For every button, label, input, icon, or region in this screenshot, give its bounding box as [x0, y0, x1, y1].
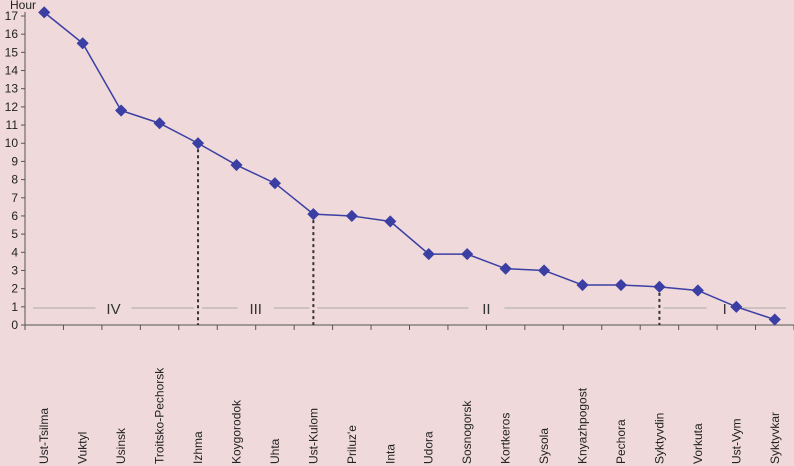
- data-point: [115, 104, 128, 117]
- data-point: [730, 300, 743, 313]
- y-tick-label: 14: [5, 64, 19, 78]
- data-point: [576, 278, 589, 292]
- y-tick-label: 11: [6, 118, 19, 132]
- category-label: Vorkuta: [691, 423, 705, 464]
- data-point: [499, 262, 512, 275]
- category-labels: Ust-Tsilma Vuktyl Usinsk Troitsko-Pechorsk I…: [37, 367, 782, 464]
- category-label: Koygorodok: [229, 399, 243, 464]
- data-point: [691, 284, 704, 297]
- y-tick-label: 0: [11, 318, 18, 332]
- y-tick-label: 15: [5, 45, 19, 59]
- data-point: [653, 280, 666, 293]
- category-label: Sosnogorsk: [460, 400, 474, 464]
- zone-dividers: [197, 143, 661, 325]
- category-label: Kortkeros: [499, 413, 513, 464]
- category-label: Ust-Tsilma: [37, 408, 51, 464]
- data-point: [153, 117, 166, 130]
- data-point: [614, 278, 628, 292]
- data-point: [307, 208, 320, 221]
- y-tick-label: 9: [11, 154, 18, 168]
- zone-label: I: [723, 301, 727, 318]
- data-point: [268, 177, 281, 190]
- y-tick-label: 6: [11, 209, 18, 223]
- category-label: Syktyvkar: [768, 412, 782, 464]
- y-tick-label: 12: [5, 100, 19, 114]
- category-label: Sysola: [537, 428, 551, 464]
- data-point: [422, 248, 435, 261]
- y-tick-label: 5: [11, 227, 18, 241]
- y-tick-label: 16: [5, 27, 19, 41]
- y-tick-label: 4: [11, 245, 18, 259]
- y-tick-label: 13: [5, 82, 19, 96]
- data-point: [461, 248, 474, 261]
- data-point: [38, 6, 51, 19]
- category-label: Ust-Kulom: [306, 408, 320, 464]
- category-label: Izhma: [191, 431, 205, 464]
- category-label: Knyazhpogost: [576, 387, 590, 464]
- category-label: Troitsko-Pechorsk: [153, 367, 167, 464]
- y-axis-unit-label: Hour: [10, 0, 36, 12]
- series-layer: [38, 6, 781, 326]
- category-label: Syktyvdin: [652, 413, 666, 464]
- category-label: Pechora: [614, 419, 628, 464]
- category-label: Priluz'e: [345, 425, 359, 464]
- zone-markers: IV III II I: [33, 301, 786, 318]
- category-label: Vuktyl: [76, 432, 90, 464]
- data-point: [538, 264, 551, 277]
- data-point: [345, 209, 358, 223]
- y-tick-label: 2: [11, 282, 18, 296]
- data-point: [76, 37, 89, 50]
- data-point: [768, 313, 781, 326]
- category-label: Udora: [422, 431, 436, 464]
- series-line: [43, 11, 776, 321]
- y-tick-label: 8: [11, 173, 18, 187]
- data-point: [384, 215, 397, 228]
- category-label: Ust-Vym: [729, 418, 743, 464]
- zone-label: III: [249, 301, 262, 318]
- data-point: [230, 158, 243, 172]
- y-tick-label: 10: [5, 136, 19, 150]
- zone-label: II: [482, 301, 490, 318]
- y-tick-label: 17: [5, 9, 19, 23]
- y-tick-label: 7: [11, 191, 18, 205]
- y-tick-label: 3: [11, 263, 18, 277]
- category-label: Usinsk: [114, 427, 128, 464]
- y-tick-label: 1: [11, 300, 18, 314]
- category-label: Uhta: [268, 438, 282, 464]
- data-point: [191, 137, 205, 150]
- category-label: Inta: [383, 444, 397, 464]
- zone-label: IV: [106, 301, 120, 318]
